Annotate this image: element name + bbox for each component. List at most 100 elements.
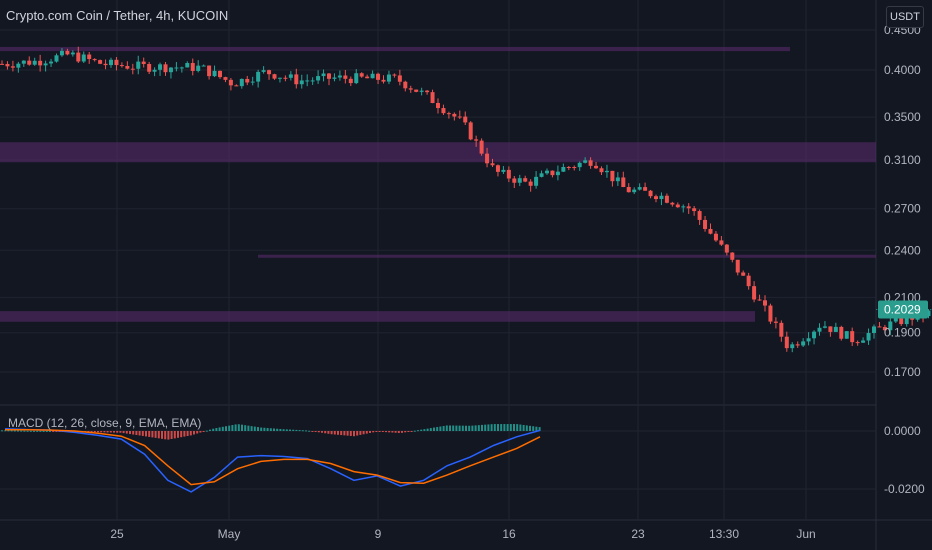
candle-body — [490, 163, 495, 166]
macd-histogram-bar — [55, 431, 58, 432]
candle-body — [408, 88, 413, 90]
candle-body — [277, 77, 282, 79]
candle-body — [724, 244, 729, 253]
macd-histogram-bar — [388, 431, 391, 433]
macd-histogram-bar — [369, 431, 371, 433]
macd-histogram-bar — [173, 431, 176, 439]
macd-histogram-bar — [471, 425, 474, 431]
time-tick-label: Jun — [796, 527, 815, 541]
macd-histogram-bar — [529, 425, 531, 431]
candle-body — [583, 160, 588, 163]
candle-body — [822, 326, 827, 328]
candle-body — [746, 275, 751, 287]
macd-histogram-bar — [189, 431, 192, 436]
macd-histogram-bar — [525, 425, 528, 431]
macd-histogram-bar — [20, 430, 23, 432]
macd-histogram-bar — [17, 430, 19, 432]
macd-histogram-bar — [333, 431, 336, 435]
price-tick-label: 0.2700 — [884, 202, 921, 216]
macd-histogram-bar — [327, 431, 330, 434]
macd-histogram-bar — [231, 425, 234, 431]
candle-body — [321, 73, 326, 77]
macd-histogram-bar — [122, 431, 125, 434]
macd-tick-label: -0.0200 — [884, 482, 925, 496]
candle-body — [386, 74, 391, 82]
candle-body — [561, 166, 566, 172]
macd-histogram-bar — [311, 431, 314, 432]
candle-body — [327, 73, 331, 79]
candle-body — [795, 344, 800, 346]
candle-body — [763, 300, 767, 306]
candle-body — [359, 73, 364, 77]
candle-body — [348, 78, 353, 84]
price-tick-label: 0.3500 — [884, 110, 921, 124]
candle-body — [179, 67, 184, 69]
candle-body — [256, 71, 261, 82]
candle-body — [681, 206, 686, 208]
macd-lines — [4, 427, 541, 493]
macd-histogram-bar — [346, 431, 349, 436]
macd-histogram-bar — [391, 431, 394, 433]
macd-histogram-bar — [36, 430, 39, 432]
candle-body — [365, 76, 370, 79]
macd-histogram-bar — [426, 428, 429, 431]
candle-body — [719, 240, 724, 245]
macd-histogram-bar — [247, 425, 250, 431]
candle-body — [403, 81, 408, 89]
macd-histogram-bar — [167, 431, 170, 440]
candle-body — [21, 60, 26, 64]
macd-histogram-bar — [1, 430, 3, 432]
candle-body — [828, 326, 833, 332]
macd-histogram-bar — [269, 428, 272, 431]
candle-body — [59, 50, 64, 56]
macd-histogram-bar — [349, 431, 352, 436]
macd-histogram-bar — [39, 430, 42, 432]
price-tick-label: 0.4000 — [884, 63, 921, 77]
price-tick-label: 0.2400 — [884, 243, 921, 257]
macd-histogram-bar — [93, 431, 96, 433]
macd-histogram-bar — [263, 427, 266, 431]
candle-body — [10, 66, 15, 68]
candle-body — [637, 187, 642, 190]
candle-body — [370, 73, 375, 79]
macd-histogram-bar — [436, 427, 439, 431]
candle-body — [452, 113, 457, 117]
candle-body — [893, 317, 898, 322]
macd-histogram-bar — [506, 424, 509, 431]
macd-histogram-bar — [221, 426, 224, 431]
macd-histogram-bar — [401, 431, 403, 433]
macd-histogram-bar — [138, 431, 141, 436]
macd-histogram-bar — [305, 430, 307, 432]
candle-body — [768, 305, 773, 322]
macd-histogram-bar — [282, 429, 285, 431]
chart-title: Crypto.com Coin / Tether, 4h, KUCOIN — [6, 8, 229, 23]
macd-histogram-bar — [161, 431, 163, 439]
macd-histogram-bar — [417, 430, 419, 432]
annotations — [876, 309, 932, 311]
macd-histogram-bar — [423, 429, 426, 431]
macd-histogram-bar — [52, 431, 55, 432]
candle-body — [414, 89, 419, 92]
macd-histogram-bar — [519, 424, 522, 431]
candle-body — [337, 75, 342, 78]
candle-body — [877, 326, 882, 328]
macd-indicator-label[interactable]: MACD (12, 26, close, 9, EMA, EMA) — [8, 416, 202, 430]
macd-histogram-bar — [193, 431, 195, 435]
candle-body — [882, 326, 887, 331]
macd-histogram-bar — [343, 431, 346, 436]
currency-button[interactable]: USDT — [886, 6, 924, 28]
candle-body — [528, 181, 533, 186]
candle-body — [392, 74, 397, 76]
candle-body — [855, 342, 860, 344]
candle-body — [174, 67, 179, 69]
macd-histogram-bar — [113, 431, 115, 433]
candle-body — [588, 160, 593, 166]
candle-body — [5, 63, 10, 67]
price-axis: 0.45000.40000.35000.31000.27000.24000.21… — [110, 23, 928, 541]
candle-body — [185, 63, 190, 68]
signal-line — [5, 429, 541, 486]
macd-histogram-bar — [301, 430, 304, 432]
macd-histogram-bar — [212, 428, 215, 431]
candle-body — [850, 331, 855, 343]
